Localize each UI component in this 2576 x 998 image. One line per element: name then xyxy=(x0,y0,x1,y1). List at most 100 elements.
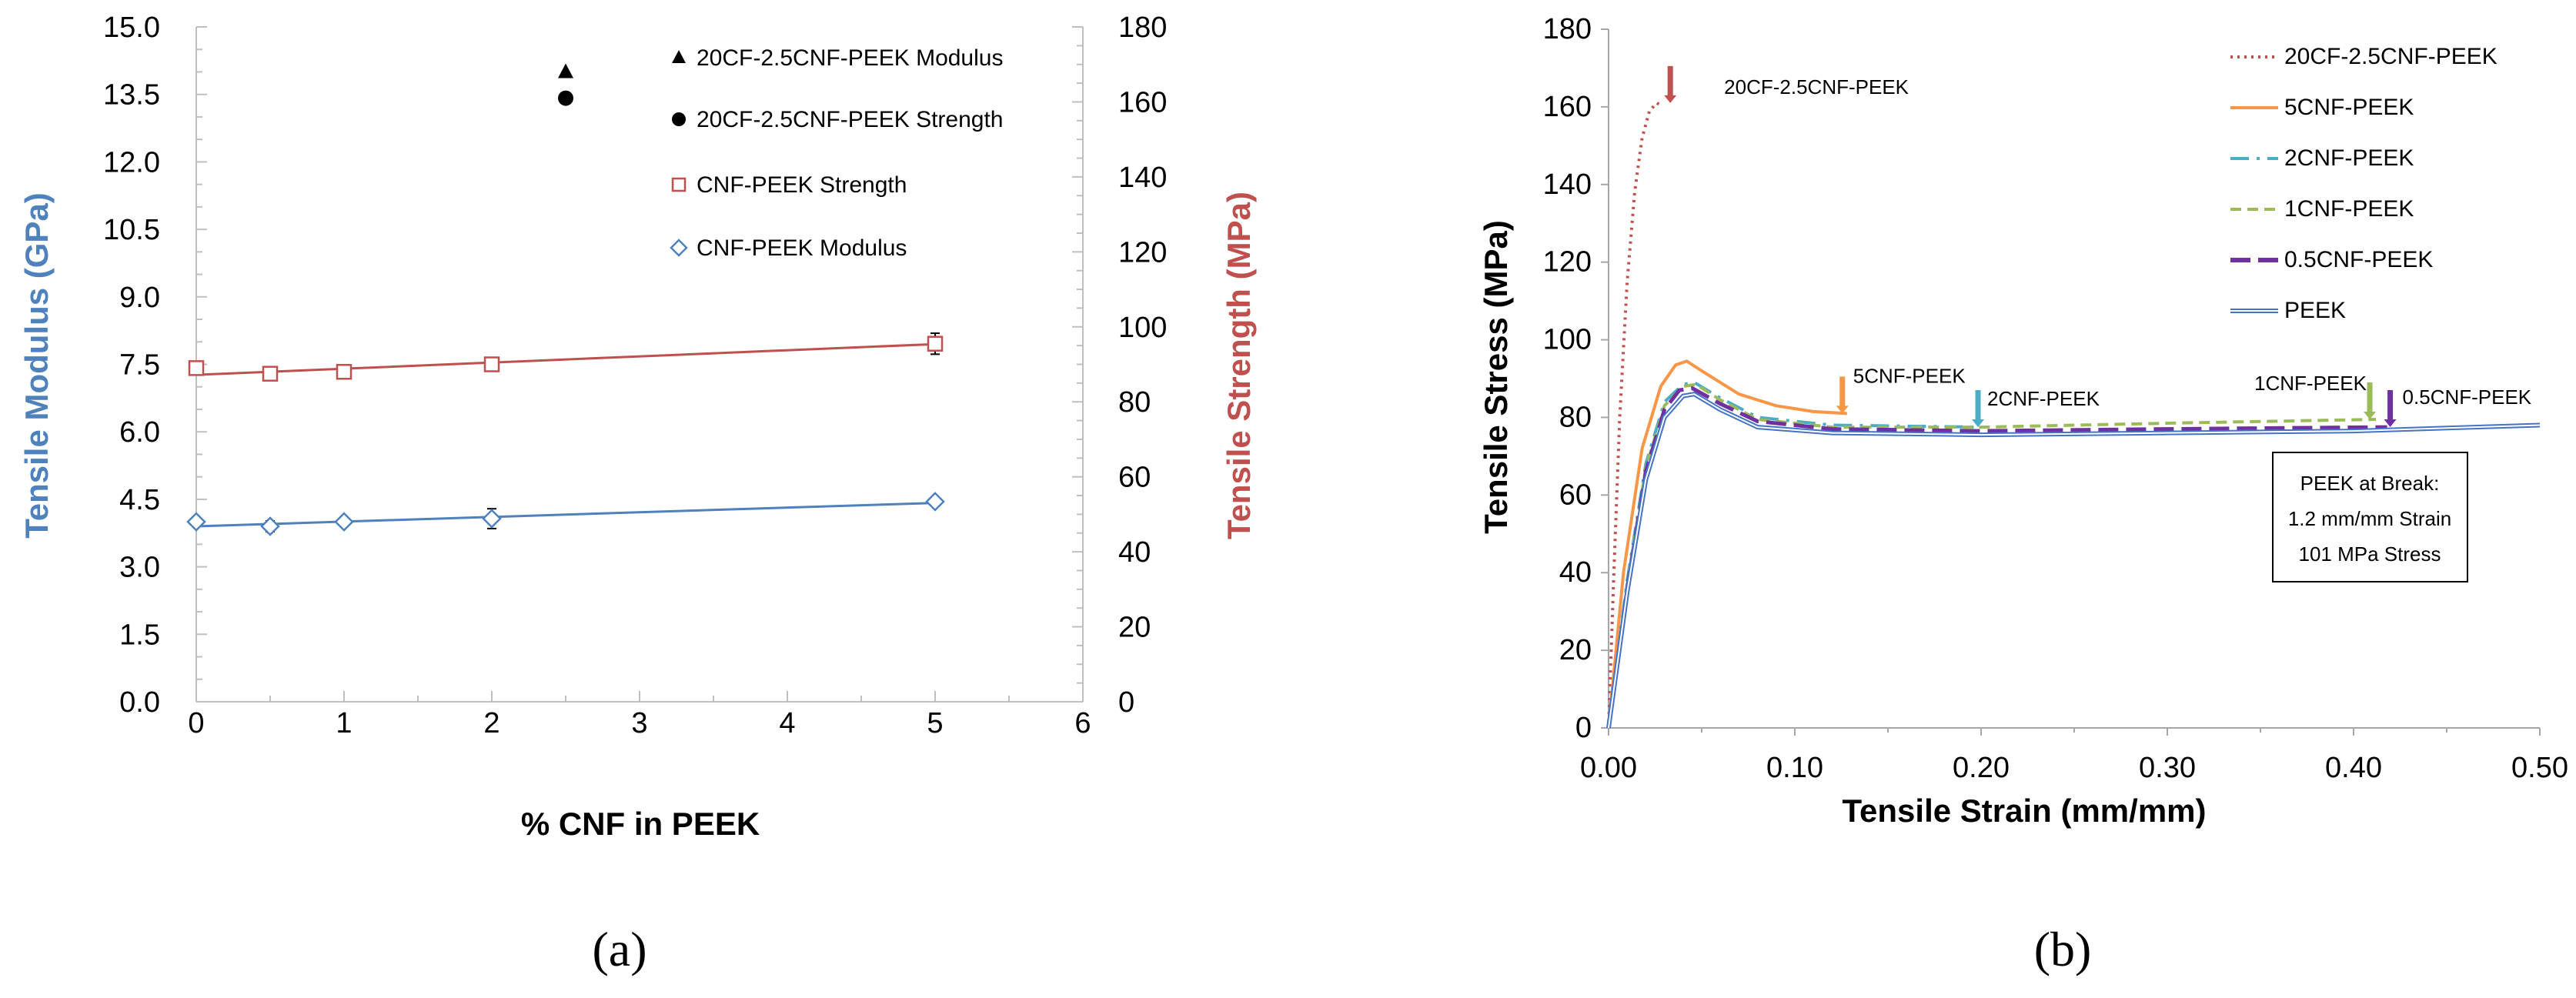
a-right-tick-labels: 0 20 40 60 80 100 120 140 160 180 xyxy=(1118,12,1167,719)
b-y-tick-label: 160 xyxy=(1543,91,1592,123)
b-x-tick-label: 0.50 xyxy=(2511,752,2568,784)
b-annotation-label: 5CNF-PEEK xyxy=(1853,364,1966,387)
a-legend-marker xyxy=(672,50,686,63)
b-annotation-label: 20CF-2.5CNF-PEEK xyxy=(1724,75,1909,98)
a-right-tick-label: 60 xyxy=(1118,462,1151,494)
b-annotation-arrowhead xyxy=(2384,419,2397,428)
a-left-tick-label: 7.5 xyxy=(119,349,160,382)
b-x-tick-label: 0.10 xyxy=(1766,752,1823,784)
a-x-axis-label: % CNF in PEEK xyxy=(521,806,760,842)
a-data-point xyxy=(927,335,944,352)
a-data-point xyxy=(925,492,945,512)
a-data-point xyxy=(188,360,205,376)
b-legend-label: PEEK xyxy=(2284,298,2346,323)
b-y-tick-label: 140 xyxy=(1543,169,1592,201)
b-annotation-label: 0.5CNF-PEEK xyxy=(2403,386,2532,409)
a-right-tick-label: 20 xyxy=(1118,612,1151,644)
a-x-tick-label: 2 xyxy=(483,707,499,739)
a-right-tick-label: 120 xyxy=(1118,236,1167,269)
b-annotation-arrowhead xyxy=(2364,411,2377,419)
b-y-tick-labels: 0 20 40 60 80 100 120 140 160 180 xyxy=(1543,13,1592,744)
b-legend-label: 5CNF-PEEK xyxy=(2284,95,2414,120)
a-panel-label: (a) xyxy=(592,922,647,976)
a-right-tick-label: 180 xyxy=(1118,12,1167,44)
a-data-point xyxy=(336,363,352,380)
a-legend-marker xyxy=(672,112,686,126)
b-annotation-arrowhead xyxy=(1664,95,1677,103)
a-right-tick-label: 100 xyxy=(1118,312,1167,344)
a-legend: 20CF-2.5CNF-PEEK Modulus 20CF-2.5CNF-PEEK… xyxy=(670,45,1003,261)
a-data-point xyxy=(334,512,354,532)
a-x-tick-label: 4 xyxy=(779,707,795,739)
b-annotations: 20CF-2.5CNF-PEEK 5CNF-PEEK 2CNF-PEEK 1CNF-P… xyxy=(1664,65,2532,428)
a-data-point xyxy=(262,365,279,382)
a-trend-line xyxy=(195,502,936,528)
b-y-tick-label: 80 xyxy=(1559,401,1592,433)
b-annotation-label: 1CNF-PEEK xyxy=(2254,372,2367,395)
a-data-point xyxy=(558,90,573,106)
a-data-point xyxy=(483,356,500,372)
b-x-tick-label: 0.20 xyxy=(1953,752,2010,784)
b-legend-label: 20CF-2.5CNF-PEEK xyxy=(2284,44,2497,69)
a-legend-label: CNF-PEEK Modulus xyxy=(697,235,907,261)
a-x-tick-label: 5 xyxy=(927,707,943,739)
b-legend-label: 0.5CNF-PEEK xyxy=(2284,247,2433,272)
b-y-tick-label: 60 xyxy=(1559,479,1592,511)
a-data-point xyxy=(186,512,206,532)
a-left-tick-label: 15.0 xyxy=(103,12,160,44)
a-data-point xyxy=(260,516,280,536)
a-left-tick-label: 10.5 xyxy=(103,214,160,246)
b-y-tick-label: 120 xyxy=(1543,246,1592,279)
b-x-tick-label: 0.00 xyxy=(1580,752,1637,784)
b-legend-label: 2CNF-PEEK xyxy=(2284,145,2414,171)
b-y-tick-label: 40 xyxy=(1559,556,1592,589)
b-panel-label: (b) xyxy=(2034,922,2092,976)
a-legend-label: 20CF-2.5CNF-PEEK Strength xyxy=(697,107,1003,132)
a-right-tick-label: 0 xyxy=(1118,686,1134,719)
a-trend-line xyxy=(195,342,936,376)
b-series xyxy=(1606,101,2541,729)
b-x-tick-labels: 0.00 0.10 0.20 0.30 0.40 0.50 xyxy=(1580,752,2568,784)
b-annotation-arrowhead xyxy=(1836,406,1849,414)
b-x-tick-label: 0.30 xyxy=(2139,752,2196,784)
a-left-tick-labels: 0.0 1.5 3.0 4.5 6.0 7.5 9.0 10.5 12.0 13.5 15.0 xyxy=(103,12,160,719)
b-series-line-core xyxy=(1608,393,2541,729)
a-legend-label: CNF-PEEK Strength xyxy=(697,172,907,198)
a-legend-label: 20CF-2.5CNF-PEEK Modulus xyxy=(697,45,1003,71)
a-series xyxy=(186,63,945,536)
a-left-tick-label: 3.0 xyxy=(119,552,160,584)
a-x-tick-label: 3 xyxy=(631,707,647,739)
a-left-tick-label: 4.5 xyxy=(119,484,160,516)
a-right-tick-label: 140 xyxy=(1118,162,1167,194)
a-x-tick-labels: 0 1 2 3 4 5 6 xyxy=(188,707,1091,739)
b-annotation-arrowhead xyxy=(1972,419,1984,428)
a-right-tick-label: 40 xyxy=(1118,536,1151,569)
a-right-axis-label: Tensile Strength (MPa) xyxy=(1221,192,1257,539)
b-x-axis-label: Tensile Strain (mm/mm) xyxy=(1843,793,2207,829)
a-right-tick-label: 160 xyxy=(1118,86,1167,118)
b-axes xyxy=(1601,28,2541,736)
b-series-line xyxy=(1606,386,2387,729)
a-x-tick-label: 6 xyxy=(1074,707,1091,739)
a-right-tick-label: 80 xyxy=(1118,386,1151,419)
a-legend-marker xyxy=(670,239,688,257)
a-left-tick-label: 12.0 xyxy=(103,146,160,179)
a-x-tick-label: 0 xyxy=(188,707,204,739)
b-y-tick-label: 0 xyxy=(1575,712,1592,744)
a-data-point xyxy=(482,509,502,529)
b-y-axis-label: Tensile Stress (MPa) xyxy=(1478,220,1514,534)
b-legend-label: 1CNF-PEEK xyxy=(2284,196,2414,222)
a-left-tick-label: 1.5 xyxy=(119,619,160,651)
b-legend: 20CF-2.5CNF-PEEK 5CNF-PEEK 2CNF-PEEK 1CNF-P… xyxy=(2230,44,2497,323)
b-x-tick-label: 0.40 xyxy=(2325,752,2382,784)
b-note-line: 1.2 mm/mm Strain xyxy=(2288,507,2451,530)
a-legend-marker xyxy=(671,177,687,192)
a-left-axis-label: Tensile Modulus (GPa) xyxy=(18,192,55,539)
chart-a: 0 1 2 3 4 5 6 0.0 1.5 3.0 4.5 6.0 7.5 9.0 10.5 12.0 13.… xyxy=(18,12,1257,976)
a-left-tick-label: 13.5 xyxy=(103,79,160,112)
b-annotation-label: 2CNF-PEEK xyxy=(1987,387,2100,410)
a-left-tick-label: 0.0 xyxy=(119,686,160,719)
a-minor-ticks xyxy=(195,26,1084,703)
b-note-line: PEEK at Break: xyxy=(2300,472,2440,495)
b-y-tick-label: 100 xyxy=(1543,324,1592,356)
